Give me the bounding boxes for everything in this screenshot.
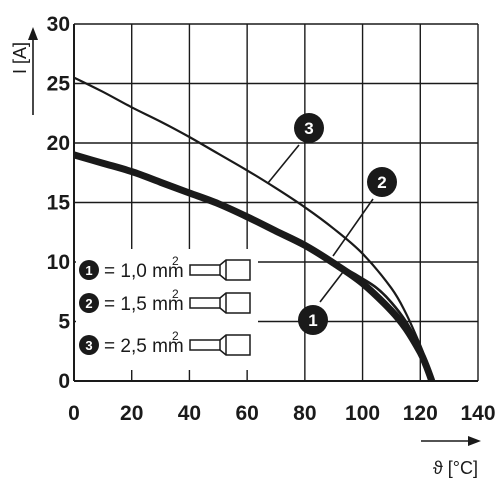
ferrule-icon [189,292,251,314]
legend-label-2: = 1,5 mm [104,294,184,315]
ferrule-collar [219,292,251,314]
x-axis-arrowhead [468,436,481,446]
x-tick-label: 100 [345,402,380,425]
ferrule-collar [219,259,251,281]
marker-number-3: 3 [304,119,313,138]
marker-circle-2 [367,167,397,197]
x-tick-label: 60 [235,402,258,425]
ferrule-sleeve [189,264,221,276]
ferrule-sleeve [189,297,221,309]
ferrule-icon [189,259,251,281]
axes [28,24,481,446]
curve-series-1 [73,151,436,383]
y-tick-label: 0 [58,370,70,393]
legend-label-1: = 1,0 mm [104,261,184,282]
marker-leader-3 [267,144,300,184]
curve-series-3 [73,76,433,382]
marker-circle-3 [294,113,324,143]
y-tick-label: 5 [58,311,70,334]
legend-sup-2: 2 [172,287,179,301]
legend-background [76,249,258,370]
legend-sup-1: 2 [172,254,179,268]
marker-circle-1 [298,305,328,335]
y-tick-label: 30 [47,13,70,36]
y-axis-label: I [A] [10,42,30,74]
legend-marker-circle-2 [79,293,99,313]
ferrule-collar [219,334,251,356]
legend-sup-3: 2 [172,329,179,343]
marker-leader-2 [332,198,374,257]
y-tick-label: 25 [47,73,71,96]
marker-leader-1 [319,271,344,303]
ferrule-icon [189,334,251,356]
y-axis-arrowhead [28,27,38,40]
x-tick-label: 140 [460,402,495,425]
grid [74,23,479,381]
tick-labels: 0 20 40 60 80 100 120 140 0 5 10 15 20 25 30 I [A] ϑ [°C… [10,13,496,478]
legend-marker-circle-3 [79,335,99,355]
x-tick-label: 40 [178,402,201,425]
curves [73,76,436,383]
x-tick-label: 0 [68,402,80,425]
legend-marker-number-2: 2 [85,296,92,311]
marker-number-1: 1 [308,311,317,330]
y-tick-label: 20 [47,132,70,155]
x-tick-label: 120 [403,402,438,425]
curve-markers: 1 2 3 [267,113,397,335]
legend-label-3: = 2,5 mm [104,336,184,357]
y-tick-label: 15 [47,192,71,215]
legend-marker-circle-1 [79,260,99,280]
ferrule-sleeve [189,339,221,351]
x-tick-label: 20 [120,402,143,425]
x-tick-label: 80 [293,402,316,425]
legend-marker-number-3: 3 [85,338,92,353]
y-tick-label: 10 [47,251,70,274]
legend-marker-number-1: 1 [85,263,92,278]
x-axis-label: ϑ [°C] [433,458,478,478]
marker-number-2: 2 [377,173,386,192]
